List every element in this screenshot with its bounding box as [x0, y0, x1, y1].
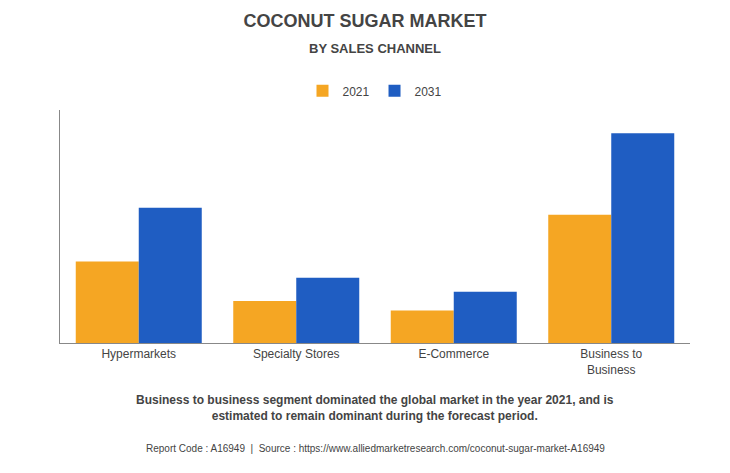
svg-text:E-Commerce: E-Commerce: [418, 347, 489, 361]
svg-text:COCONUT SUGAR MARKET: COCONUT SUGAR MARKET: [244, 11, 487, 31]
svg-text:2031: 2031: [415, 85, 442, 99]
svg-text:Report Code : A16949 | Sourc: Report Code : A16949 | Source : https://…: [146, 443, 605, 454]
svg-text:2021: 2021: [343, 85, 370, 99]
svg-text:BY SALES CHANNEL: BY SALES CHANNEL: [309, 41, 441, 56]
svg-text:Hypermarkets: Hypermarkets: [101, 347, 176, 361]
svg-text:Specialty Stores: Specialty Stores: [253, 347, 340, 361]
svg-text:Business toBusiness: Business toBusiness: [580, 347, 642, 377]
svg-text:Business to business segment d: Business to business segment dominated t…: [136, 393, 614, 423]
